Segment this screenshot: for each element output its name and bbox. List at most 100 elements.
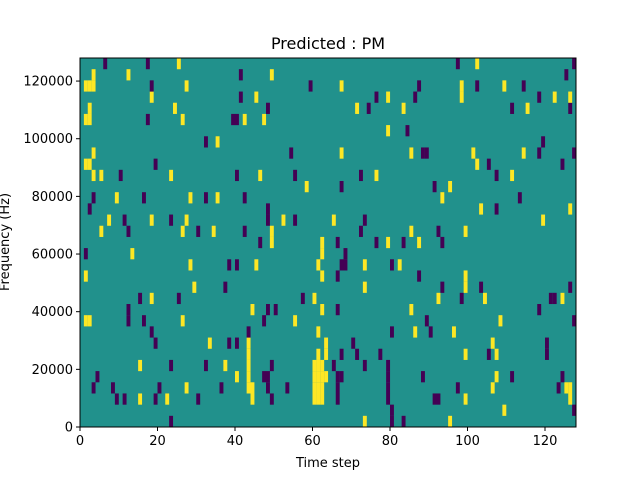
heatmap-cell-high: [386, 91, 391, 103]
heatmap-cell-low: [269, 393, 274, 405]
heatmap-cell-high: [99, 169, 104, 182]
heatmap-cell-low: [428, 326, 433, 338]
heatmap-cell-high: [459, 91, 464, 103]
heatmap-cell-high: [440, 192, 445, 204]
y-tick-label: 120000: [23, 75, 73, 90]
heatmap-cell-low: [142, 315, 146, 327]
heatmap-cell-high: [316, 382, 321, 394]
heatmap-cell-low: [548, 292, 553, 305]
heatmap-cell-low: [169, 415, 174, 428]
heatmap-cell-low: [238, 91, 243, 103]
heatmap-cell-high: [169, 169, 174, 182]
heatmap-cell-high: [312, 292, 317, 305]
heatmap-cell-low: [231, 113, 236, 126]
heatmap-cell-low: [440, 236, 445, 249]
plot-frame: [79, 57, 577, 428]
heatmap-cell-low: [440, 281, 445, 293]
heatmap-cell-high: [560, 292, 565, 305]
heatmap-cell-low: [568, 102, 573, 114]
heatmap-cell-high: [246, 359, 251, 372]
heatmap-cell-low: [362, 214, 367, 226]
heatmap-cell-low: [204, 192, 208, 204]
heatmap-cell-high: [324, 337, 329, 349]
y-axis: 0 20000 40000 60000 80000 100000 120000: [23, 75, 80, 436]
heatmap-cell-low: [537, 147, 542, 159]
heatmap-cell-low: [537, 91, 542, 103]
heatmap-cell-low: [486, 158, 491, 170]
heatmap-cell-low: [266, 214, 270, 226]
heatmap-cell-high: [246, 371, 251, 383]
heatmap-cell-high: [246, 348, 251, 360]
heatmap-cell-high: [331, 214, 336, 226]
heatmap-cell-low: [285, 382, 290, 394]
heatmap-cell-high: [192, 281, 197, 293]
heatmap-cell-high: [165, 393, 170, 405]
heatmap-cell-high: [452, 326, 456, 338]
heatmap-cell-low: [169, 359, 174, 372]
heatmap-cell-high: [180, 225, 185, 237]
heatmap-cell-low: [339, 181, 344, 193]
heatmap-cell-high: [262, 113, 267, 126]
heatmap-cell-low: [405, 125, 410, 137]
heatmap-cell-high: [494, 371, 499, 383]
heatmap-cell-high: [463, 281, 468, 293]
heatmap-cell-high: [184, 214, 189, 226]
heatmap-cell-high: [339, 147, 344, 159]
heatmap-cell-low: [196, 393, 201, 405]
heatmap-cell-high: [87, 80, 92, 92]
heatmap-cell-low: [331, 359, 336, 372]
heatmap-cell-low: [568, 281, 573, 293]
heatmap-cell-low: [95, 371, 100, 383]
heatmap-cell-low: [266, 304, 270, 316]
heatmap-cell-high: [173, 102, 177, 114]
heatmap-cell-high: [320, 359, 325, 372]
heatmap-cell-high: [180, 113, 185, 126]
heatmap-cell-high: [386, 236, 391, 249]
plot-area: [80, 58, 576, 427]
heatmap-cell-low: [153, 158, 158, 170]
heatmap-cell-low: [145, 58, 150, 70]
heatmap-cell-low: [300, 292, 305, 305]
heatmap-cell-low: [118, 169, 123, 182]
heatmap-cell-high: [409, 225, 414, 237]
x-tick-label: 80: [382, 434, 399, 449]
y-tick-label: 60000: [32, 248, 73, 263]
heatmap-cell-high: [471, 147, 476, 159]
heatmap-cell-high: [320, 270, 325, 282]
y-tick-label: 100000: [23, 132, 73, 147]
heatmap-cell-high: [374, 169, 379, 182]
heatmap-cell-low: [235, 113, 239, 126]
heatmap-cell-low: [153, 393, 158, 405]
heatmap-cell-low: [556, 382, 561, 394]
heatmap-cell-low: [386, 371, 391, 383]
heatmap-cell-low: [204, 136, 208, 148]
heatmap-cell-low: [262, 315, 267, 327]
heatmap-cell-high: [552, 91, 557, 103]
heatmap-cell-high: [316, 371, 321, 383]
heatmap-cell-low: [386, 393, 391, 405]
heatmap-cell-low: [455, 58, 460, 70]
y-axis-label: Frequency (Hz): [0, 193, 13, 291]
heatmap-cell-high: [188, 192, 193, 204]
heatmap-cell-low: [560, 158, 565, 170]
heatmap-cell-high: [316, 326, 321, 338]
heatmap-cell-high: [304, 181, 309, 193]
heatmap-cell-low: [308, 80, 313, 92]
heatmap-cell-low: [362, 359, 367, 372]
heatmap-cell-high: [502, 80, 507, 92]
heatmap-cell-low: [149, 326, 154, 338]
heatmap-cell-high: [417, 236, 422, 249]
heatmap-cell-high: [320, 382, 325, 394]
heatmap-cell-low: [266, 102, 270, 114]
heatmap-cell-high: [149, 91, 154, 103]
heatmap-cell-low: [83, 248, 88, 260]
heatmap-cell-low: [238, 69, 243, 81]
heatmap-cell-high: [413, 326, 418, 338]
heatmap-cell-high: [525, 102, 530, 114]
x-tick-label: 0: [76, 434, 84, 449]
heatmap-cell-high: [254, 91, 259, 103]
heatmap-cell-high: [339, 80, 344, 92]
heatmap-cell-high: [436, 292, 441, 305]
heatmap-cell-high: [355, 102, 360, 114]
heatmap-cell-low: [494, 169, 499, 182]
